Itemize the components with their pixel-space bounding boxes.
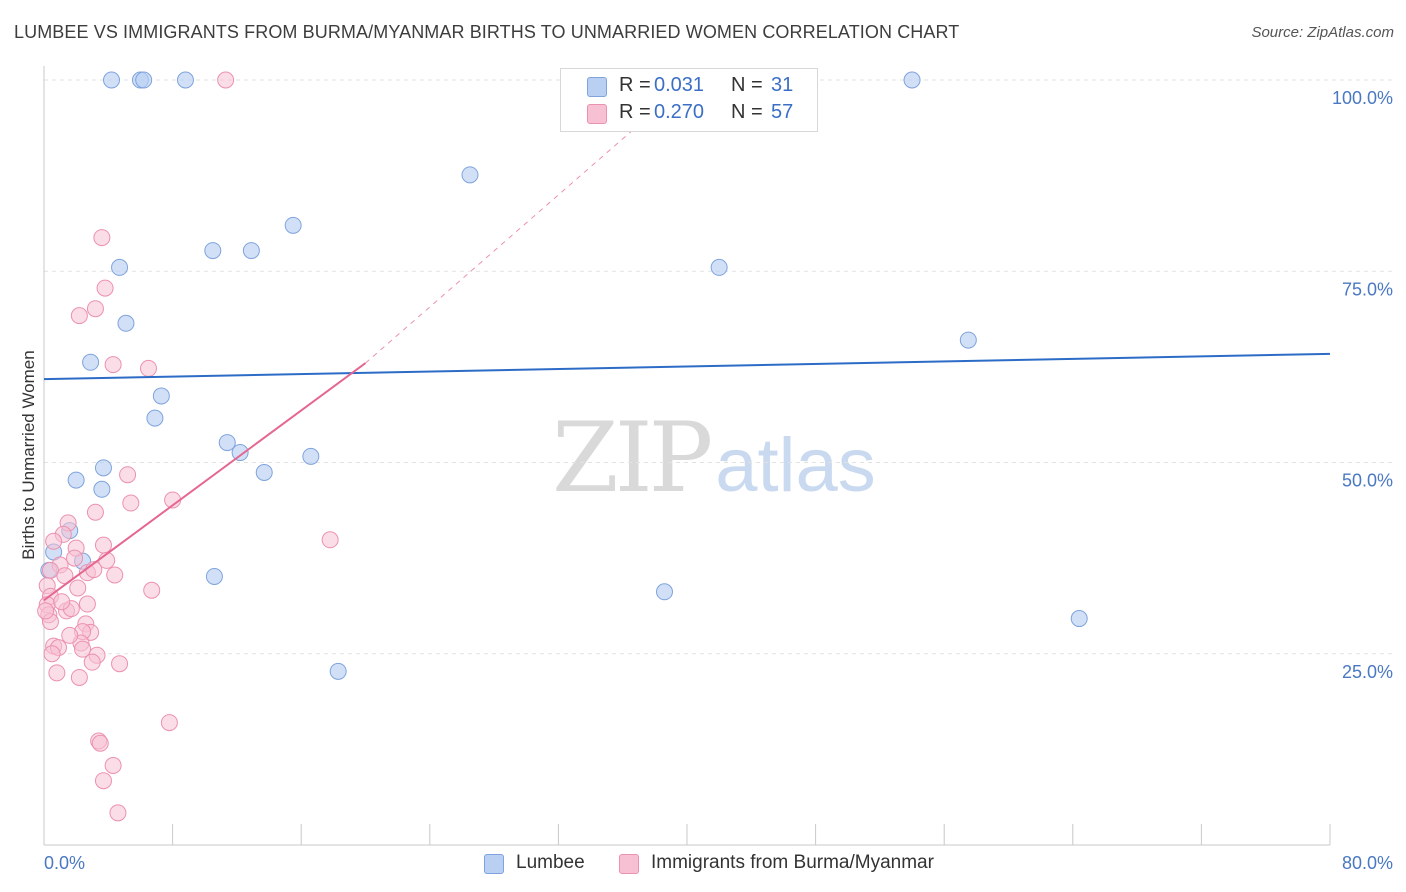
bottom-legend-label: Immigrants from Burma/Myanmar [651, 852, 934, 873]
legend-r-label: R = [619, 101, 651, 123]
lumbee-point [218, 434, 236, 452]
watermark-zip: ZIP [552, 402, 713, 514]
burma-point [119, 466, 137, 484]
burma-point [217, 71, 235, 89]
lumbee-point [461, 166, 479, 184]
burma-point [66, 549, 84, 567]
lumbee-point [111, 258, 129, 276]
lumbee-point [710, 258, 728, 276]
burma-trend-extension [365, 79, 691, 364]
y-tick-label: 25.0% [1342, 662, 1393, 682]
lumbee-point [135, 71, 153, 89]
burma-point [41, 561, 59, 579]
legend-r-label: R = [619, 74, 651, 96]
legend-r-value: 0.031 [654, 74, 705, 96]
burma-point [45, 532, 63, 550]
lumbee-swatch [484, 854, 504, 874]
lumbee-point [284, 216, 302, 234]
burma-point [122, 494, 140, 512]
burma-swatch [619, 854, 639, 874]
lumbee-point [959, 331, 977, 349]
burma-point [111, 655, 129, 673]
tick-labels-layer: 100.0% 75.0% 50.0% 25.0% 0.0% 80.0% [44, 88, 1393, 873]
burma-point [143, 581, 161, 599]
legend-n-value: 57 [771, 101, 794, 123]
watermark-atlas: atlas [715, 423, 876, 508]
burma-point [109, 804, 127, 822]
burma-point [96, 279, 114, 297]
lumbee-point [152, 387, 170, 405]
lumbee-point [329, 662, 347, 680]
lumbee-point [117, 314, 135, 332]
burma-point [37, 602, 55, 620]
burma-point [91, 734, 109, 752]
lumbee-point [231, 444, 249, 462]
y-tick-label: 75.0% [1342, 279, 1393, 299]
lumbee-point [655, 583, 673, 601]
lumbee-swatch [587, 77, 607, 97]
burma-points-layer [37, 71, 339, 822]
burma-point [321, 531, 339, 549]
lumbee-point [204, 242, 222, 260]
burma-point [43, 645, 61, 663]
legend-n-label: N = [731, 74, 763, 96]
legend-r-value: 0.270 [654, 101, 705, 123]
legend-n-label: N = [731, 101, 763, 123]
lumbee-point [94, 459, 112, 477]
lumbee-point [103, 71, 121, 89]
burma-point [70, 668, 88, 686]
correlation-legend: R = 0.031 N = 31 R = 0.270 N = 57 [560, 68, 818, 132]
burma-swatch [587, 104, 607, 124]
lumbee-point [176, 71, 194, 89]
y-tick-label: 100.0% [1332, 88, 1393, 108]
lumbee-point [93, 480, 111, 498]
lumbee-point [146, 409, 164, 427]
axis-layer [43, 66, 1331, 846]
watermark: ZIPatlas [552, 402, 876, 514]
chart-title: LUMBEE VS IMMIGRANTS FROM BURMA/MYANMAR … [14, 22, 960, 42]
burma-point [104, 356, 122, 374]
burma-point [53, 593, 71, 611]
lumbee-point [1070, 610, 1088, 628]
lumbee-points-layer [40, 71, 1088, 680]
burma-point [160, 714, 178, 732]
burma-point [104, 756, 122, 774]
x-tick-label: 0.0% [44, 853, 85, 873]
bottom-legend-label: Lumbee [516, 852, 585, 873]
burma-point [61, 626, 79, 644]
burma-point [78, 595, 96, 613]
burma-point [74, 640, 92, 658]
y-tick-label: 50.0% [1342, 471, 1393, 491]
source-label: Source: ZipAtlas.com [1251, 24, 1394, 41]
lumbee-point [242, 242, 260, 260]
burma-point [83, 653, 101, 671]
burma-point [86, 503, 104, 521]
trend-lines-layer [43, 79, 1331, 602]
burma-point [139, 359, 157, 377]
legend-n-value: 31 [771, 74, 794, 96]
lumbee-trend-line [43, 352, 1331, 381]
burma-point [94, 772, 112, 790]
lumbee-point [302, 447, 320, 465]
x-tick-label: 80.0% [1342, 853, 1393, 873]
lumbee-point [205, 567, 223, 585]
burma-point [94, 536, 112, 554]
burma-point [70, 307, 88, 325]
burma-point [48, 664, 66, 682]
burma-point [86, 300, 104, 318]
burma-point [93, 229, 111, 247]
burma-point [106, 566, 124, 584]
burma-trend-line [43, 362, 367, 602]
burma-point [69, 579, 87, 597]
lumbee-point [255, 463, 273, 481]
lumbee-point [67, 471, 85, 489]
lumbee-point [82, 353, 100, 371]
lumbee-point [903, 71, 921, 89]
